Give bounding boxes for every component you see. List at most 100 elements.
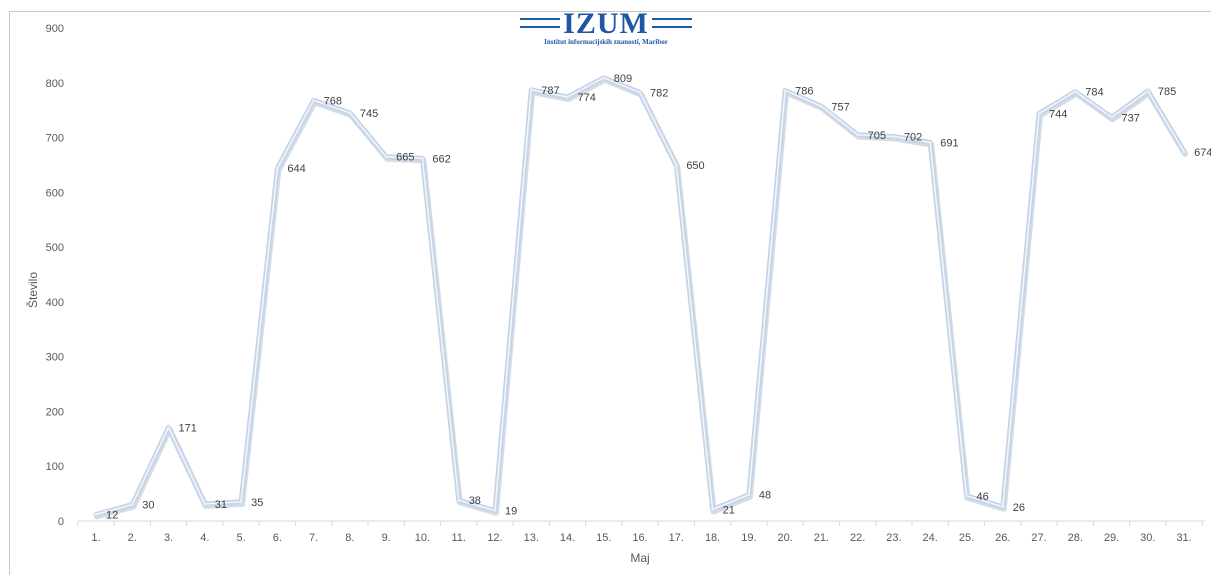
series-line — [93, 75, 1187, 517]
y-tick-label-200: 200 — [46, 406, 64, 418]
data-point-27 — [1037, 111, 1041, 115]
y-tick-label-0: 0 — [58, 516, 64, 528]
logo-bar-right-top — [652, 18, 692, 20]
logo-bar-left-bottom — [520, 26, 560, 28]
logo-bar-left-top — [520, 18, 560, 20]
x-tick-label-4: 4. — [200, 532, 209, 544]
x-tick-label-19: 19. — [741, 532, 756, 544]
x-tick-label-20: 20. — [777, 532, 792, 544]
x-tick-label-12: 12. — [487, 532, 502, 544]
data-label-24: 691 — [940, 137, 958, 149]
data-label-16: 782 — [650, 88, 668, 100]
y-tick-label-900: 900 — [46, 23, 64, 35]
data-point-31 — [1182, 150, 1186, 154]
data-label-26: 26 — [1013, 502, 1025, 514]
data-label-21: 757 — [831, 101, 849, 113]
data-point-17 — [674, 163, 678, 167]
x-tick-label-9: 9. — [382, 532, 391, 544]
data-label-9: 665 — [396, 152, 414, 164]
data-label-29: 737 — [1122, 112, 1140, 124]
data-point-14 — [566, 95, 570, 99]
x-tick-label-3: 3. — [164, 532, 173, 544]
x-tick-label-17: 17. — [669, 532, 684, 544]
y-tick-label-700: 700 — [46, 133, 64, 145]
y-tick-label-300: 300 — [46, 352, 64, 364]
x-tick-label-11: 11. — [451, 532, 465, 544]
x-axis-title: Maj — [630, 551, 649, 565]
x-tick-label-10: 10. — [415, 532, 430, 544]
data-label-13: 787 — [541, 85, 559, 97]
data-point-22 — [856, 133, 860, 137]
data-point-11 — [457, 498, 461, 502]
x-tick-label-7: 7. — [309, 532, 318, 544]
logo-wordmark: IZUM — [563, 7, 649, 40]
x-tick-label-31: 31. — [1176, 532, 1191, 544]
x-tick-label-21: 21. — [814, 532, 829, 544]
logo-subtitle: Institut informacijskih znanosti, Maribo… — [544, 38, 668, 46]
x-tick-label-24: 24. — [923, 532, 938, 544]
data-label-20: 786 — [795, 85, 813, 97]
data-label-28: 784 — [1085, 87, 1103, 99]
data-point-15 — [602, 76, 606, 80]
data-point-24 — [928, 140, 932, 144]
data-point-18 — [711, 507, 715, 511]
x-tick-label-15: 15. — [596, 532, 611, 544]
x-tick-label-25: 25. — [959, 532, 974, 544]
y-tick-label-600: 600 — [46, 187, 64, 199]
data-label-8: 745 — [360, 108, 378, 120]
data-point-30 — [1146, 89, 1150, 93]
data-label-22: 705 — [868, 130, 886, 142]
x-tick-label-2: 2. — [128, 532, 137, 544]
y-tick-label-100: 100 — [46, 461, 64, 473]
data-label-19: 48 — [759, 490, 771, 502]
data-point-1 — [94, 512, 98, 516]
data-label-23: 702 — [904, 131, 922, 143]
data-point-12 — [493, 509, 497, 513]
x-tick-label-30: 30. — [1140, 532, 1155, 544]
data-point-2 — [130, 503, 134, 507]
data-label-layer: 12 30 171 31 35 644 768 745 665 662 38 19 787 774 809 7… — [106, 73, 1211, 522]
logo-bar-right-bottom — [652, 26, 692, 28]
data-label-10: 662 — [432, 153, 450, 165]
data-label-5: 35 — [251, 497, 263, 509]
data-label-1: 12 — [106, 509, 118, 521]
data-point-29 — [1110, 115, 1114, 119]
chart-frame — [9, 11, 1211, 575]
data-point-25 — [964, 494, 968, 498]
y-tick-label-400: 400 — [46, 297, 64, 309]
data-point-9 — [384, 155, 388, 159]
data-label-27: 744 — [1049, 108, 1067, 120]
x-tick-label-23: 23. — [886, 532, 901, 544]
data-label-6: 644 — [287, 163, 305, 175]
data-point-6 — [275, 166, 279, 170]
x-tick-label-1: 1. — [91, 532, 100, 544]
data-point-16 — [638, 91, 642, 95]
data-label-2: 30 — [142, 500, 154, 512]
data-point-21 — [819, 104, 823, 108]
data-label-18: 21 — [723, 504, 735, 516]
data-point-4 — [203, 502, 207, 506]
x-tick-label-18: 18. — [705, 532, 720, 544]
data-label-30: 785 — [1158, 86, 1176, 98]
data-point-13 — [529, 88, 533, 92]
x-tick-label-29: 29. — [1104, 532, 1119, 544]
x-tick-label-27: 27. — [1031, 532, 1046, 544]
data-label-11: 38 — [469, 495, 481, 507]
x-tick-label-26: 26. — [995, 532, 1010, 544]
data-point-3 — [167, 425, 171, 429]
y-axis-title: Število — [25, 272, 40, 308]
y-tick-label-800: 800 — [46, 78, 64, 90]
x-tick-label-5: 5. — [236, 532, 245, 544]
x-tick-label-13: 13. — [524, 532, 539, 544]
data-label-31: 674 — [1194, 147, 1211, 159]
data-point-23 — [892, 134, 896, 138]
data-label-14: 774 — [578, 92, 596, 104]
izum-logo: IZUM Institut informacijskih znanosti, M… — [514, 7, 698, 50]
y-axis: 0 100 200 300 400 500 600 700 800 900 — [46, 23, 64, 528]
data-label-25: 46 — [976, 491, 988, 503]
data-point-26 — [1001, 505, 1005, 509]
data-label-7: 768 — [324, 95, 342, 107]
data-point-20 — [783, 88, 787, 92]
data-label-15: 809 — [614, 73, 632, 85]
